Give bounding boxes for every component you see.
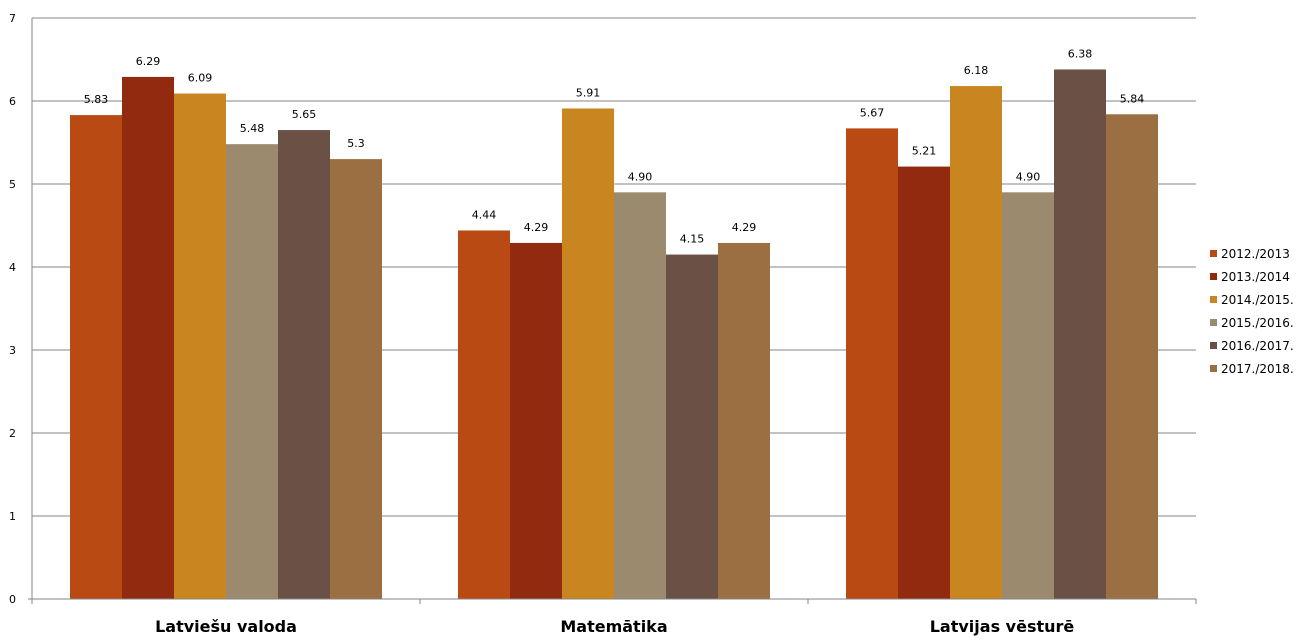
bar bbox=[330, 159, 382, 599]
data-label: 4.29 bbox=[524, 221, 549, 234]
bar bbox=[950, 86, 1002, 599]
bar bbox=[898, 166, 950, 599]
legend: 2012./2013 2013./2014 2014./2015. 2015./201… bbox=[1210, 247, 1294, 376]
legend-label: 2014./2015. bbox=[1221, 293, 1294, 307]
legend-swatch bbox=[1210, 296, 1217, 303]
legend-swatch bbox=[1210, 319, 1217, 326]
data-label: 6.09 bbox=[188, 72, 213, 85]
category-label: Latvijas vēsturē bbox=[930, 617, 1075, 636]
bar bbox=[70, 115, 122, 600]
data-label: 4.29 bbox=[732, 221, 757, 234]
bar bbox=[458, 230, 510, 600]
legend-swatch bbox=[1210, 250, 1217, 257]
bar bbox=[846, 128, 898, 599]
legend-label: 2012./2013 bbox=[1221, 247, 1290, 261]
y-tick-label: 5 bbox=[9, 178, 16, 191]
y-tick-label: 0 bbox=[9, 593, 16, 606]
bar bbox=[614, 192, 666, 600]
bar bbox=[718, 242, 770, 599]
y-tick-label: 1 bbox=[9, 510, 16, 523]
bar bbox=[226, 144, 278, 599]
legend-label: 2016./2017. bbox=[1221, 339, 1294, 353]
data-label: 5.67 bbox=[860, 106, 885, 119]
bar bbox=[510, 242, 562, 599]
y-tick-label: 6 bbox=[9, 95, 16, 108]
data-label: 5.83 bbox=[84, 93, 109, 106]
legend-label: 2017./2018. bbox=[1221, 362, 1294, 376]
x-axis bbox=[28, 18, 1197, 604]
y-axis-ticks: 0 1 2 3 4 5 6 7 bbox=[9, 12, 16, 606]
y-tick-label: 2 bbox=[9, 427, 16, 440]
data-label: 6.29 bbox=[136, 55, 161, 68]
data-labels: 5.83 4.44 5.67 6.29 4.29 5.21 6.09 5.91 6.18 5.48… bbox=[84, 47, 1145, 245]
data-label: 6.38 bbox=[1068, 47, 1093, 60]
bar bbox=[278, 130, 330, 600]
data-label: 5.91 bbox=[576, 86, 601, 99]
bar bbox=[1106, 114, 1158, 599]
legend-label: 2015./2016. bbox=[1221, 316, 1294, 330]
data-label: 4.90 bbox=[1016, 170, 1041, 183]
category-label: Matemātika bbox=[560, 617, 667, 636]
bar bbox=[1054, 69, 1106, 599]
bar bbox=[562, 108, 614, 599]
data-label: 5.3 bbox=[347, 137, 365, 150]
bar bbox=[1002, 192, 1054, 600]
data-label: 6.18 bbox=[964, 64, 989, 77]
data-label: 4.90 bbox=[628, 170, 653, 183]
data-label: 4.15 bbox=[680, 233, 705, 246]
bar bbox=[666, 254, 718, 600]
bars bbox=[70, 69, 1158, 600]
data-label: 5.21 bbox=[912, 145, 937, 158]
legend-swatch bbox=[1210, 273, 1217, 280]
y-tick-label: 3 bbox=[9, 344, 16, 357]
data-label: 5.65 bbox=[292, 108, 317, 121]
y-tick-label: 7 bbox=[9, 12, 16, 25]
data-label: 4.44 bbox=[472, 208, 497, 221]
bar bbox=[122, 76, 174, 600]
category-labels: Latviešu valoda Matemātika Latvijas vēstur… bbox=[155, 617, 1074, 636]
data-label: 5.84 bbox=[1120, 92, 1145, 105]
legend-swatch bbox=[1210, 342, 1217, 349]
legend-swatch bbox=[1210, 365, 1217, 372]
bar bbox=[174, 93, 226, 599]
category-label: Latviešu valoda bbox=[155, 617, 297, 636]
legend-label: 2013./2014 bbox=[1221, 270, 1290, 284]
y-tick-label: 4 bbox=[9, 261, 16, 274]
data-label: 5.48 bbox=[240, 122, 265, 135]
